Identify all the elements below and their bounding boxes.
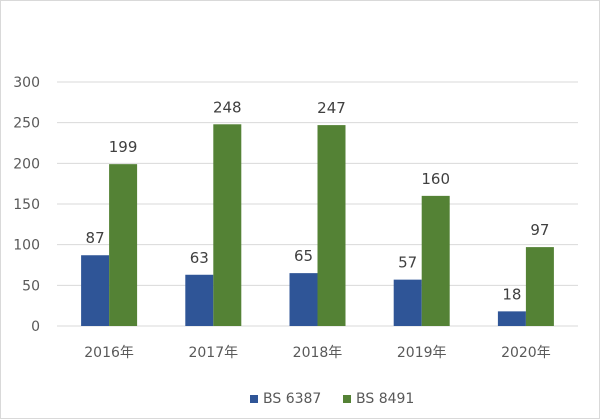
y-tick-label: 150: [13, 197, 40, 213]
bar-bs-6387: [81, 255, 110, 326]
data-label: 63: [190, 249, 209, 267]
y-tick-label: 0: [31, 319, 40, 335]
data-label: 160: [421, 170, 450, 188]
data-label: 87: [86, 229, 105, 247]
data-label: 65: [294, 247, 313, 265]
legend-swatch: [250, 395, 258, 403]
y-tick-label: 100: [13, 238, 40, 254]
x-tick-label: 2016年: [84, 345, 134, 361]
x-tick-label: 2018年: [293, 345, 343, 361]
bar-bs-6387: [497, 311, 526, 326]
legend-label: BS 8491: [356, 391, 414, 407]
x-tick-label: 2020年: [501, 345, 551, 361]
data-label: 199: [109, 138, 138, 156]
bar-bs-6387: [393, 279, 422, 326]
y-tick-label: 300: [13, 75, 40, 91]
data-labels: 87 199 63 248 65 247 57 160 18 97: [86, 98, 550, 303]
bars: [81, 124, 554, 327]
bar-bs-6387: [185, 274, 214, 326]
legend-swatch: [343, 395, 351, 403]
legend: BS 6387 BS 8491: [250, 391, 414, 407]
legend-label: BS 6387: [263, 391, 321, 407]
data-label: 247: [317, 99, 346, 117]
data-label: 18: [502, 285, 521, 303]
data-label: 97: [530, 221, 549, 239]
y-tick-label: 250: [13, 116, 40, 132]
x-tick-label: 2019年: [397, 345, 447, 361]
bar-bs-8491: [317, 125, 346, 327]
bar-bs-8491: [213, 124, 242, 326]
x-tick-label: 2017年: [188, 345, 238, 361]
y-axis-ticks: 0 50 100 150 200 250 300: [13, 75, 40, 335]
bar-bs-8491: [525, 247, 554, 326]
x-axis-ticks: 2016年 2017年 2018年 2019年 2020年: [84, 345, 550, 361]
data-label: 248: [213, 98, 242, 116]
bar-bs-8491: [109, 164, 138, 326]
bar-bs-8491: [421, 195, 450, 326]
y-tick-label: 50: [22, 278, 40, 294]
y-tick-label: 200: [13, 156, 40, 172]
bar-bs-6387: [289, 273, 318, 326]
data-label: 57: [398, 254, 417, 272]
